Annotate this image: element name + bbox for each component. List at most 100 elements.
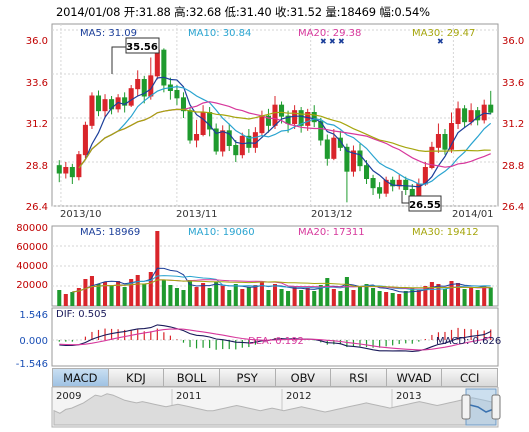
tab-cci[interactable]: CCI [442, 368, 498, 387]
low-callout-label: 26.55 [409, 200, 441, 211]
candle-body [141, 79, 147, 97]
tab-macd[interactable]: MACD [52, 368, 109, 387]
candle-body [220, 130, 226, 152]
volume-bar [351, 290, 356, 306]
candle-body [429, 146, 435, 168]
tab-wvad[interactable]: WVAD [386, 368, 443, 387]
header-date: 2014/01/08 [56, 5, 121, 19]
candle-body [403, 179, 409, 190]
volume-tick: 60000 [16, 242, 48, 253]
volume-bar [325, 278, 330, 306]
candle-body [213, 128, 219, 152]
candle-body [246, 135, 252, 148]
chart-canvas[interactable]: 36.0 33.6 31.2 28.8 26.4 36.0 33.6 31.2 … [0, 0, 529, 368]
candle-body [161, 49, 167, 86]
volume-bar [469, 287, 474, 306]
high-callout-leader [111, 46, 126, 74]
dif-legend: DIF: 0.505 [56, 309, 107, 320]
x-label: 2013/12 [311, 209, 353, 220]
candle-body [194, 134, 200, 141]
candle-body [363, 165, 370, 180]
volume-ma30-line [72, 279, 491, 293]
volume-bar [109, 285, 114, 306]
volume-bar [129, 279, 134, 306]
volume-bar [482, 286, 487, 306]
macd-legend: DIF: 0.505 DEA: 0.192 MACD: 0.626 [56, 309, 501, 347]
volume-bar [240, 289, 245, 306]
volume-bar [103, 282, 108, 306]
overview-year: 2009 [56, 391, 81, 402]
volume-bar [305, 288, 310, 306]
candle-body [135, 79, 141, 90]
ma30-legend: MA30: 29.47 [412, 28, 475, 39]
candle-body [252, 132, 258, 148]
volume-label: 量: [325, 5, 341, 19]
moving-average-lines [78, 76, 492, 188]
high-label: 高: [174, 5, 190, 19]
volume-bar [410, 288, 415, 306]
volume-bar [89, 276, 94, 306]
volume-bar [161, 280, 166, 306]
price-axis-left: 36.0 33.6 31.2 28.8 26.4 [26, 36, 48, 213]
candle-body [187, 110, 193, 141]
ma-legend: MA5: 31.09 MA10: 30.84 MA20: 29.38 MA30:… [80, 28, 475, 39]
overview-area [53, 393, 497, 426]
open-value: 31.88 [138, 5, 171, 19]
tab-kdj[interactable]: KDJ [108, 368, 165, 387]
tab-rsi[interactable]: RSI [331, 368, 387, 387]
volume-tick: 40000 [16, 261, 48, 272]
candle-body [239, 135, 245, 156]
volume-bar [207, 288, 212, 306]
vol-ma5-legend: MA5: 18969 [80, 227, 140, 238]
ma30-line [78, 108, 491, 169]
overview-right-handle[interactable] [491, 394, 501, 420]
volume-bar [397, 294, 402, 306]
overview-navigator[interactable]: 2009 2011 2012 2013 [0, 387, 529, 432]
ma5-legend: MA5: 31.09 [80, 28, 137, 39]
volume-tick: 20000 [16, 280, 48, 291]
candle-body [226, 130, 232, 146]
volume-bar [286, 291, 291, 306]
close-label: 收: [274, 5, 290, 19]
dea-line [59, 328, 491, 351]
volume-bar [299, 290, 304, 306]
macd-tick: 0.000 [19, 336, 48, 347]
candle-body [455, 108, 461, 125]
volume-bar [116, 281, 121, 306]
x-label: 2014/01 [452, 209, 494, 220]
close-value: 31.52 [289, 5, 322, 19]
volume-bar [357, 286, 363, 306]
volume-bar [475, 290, 480, 306]
volume-bar [246, 287, 251, 306]
candle-body [69, 167, 75, 178]
dif-line [59, 324, 491, 352]
candle-body [154, 49, 160, 77]
volume-bar [181, 290, 186, 306]
vol-ma20-legend: MA20: 17311 [298, 227, 365, 238]
volume-bar [488, 287, 493, 306]
candle-body [285, 115, 291, 124]
candle-body [350, 150, 356, 172]
price-x-labels: 2013/10 2013/11 2013/12 2014/01 [60, 209, 494, 220]
volume-bar [449, 281, 454, 306]
volume-bars [57, 231, 493, 306]
candle-body [324, 139, 330, 159]
volume-bar [364, 284, 369, 306]
candle-body [311, 112, 317, 123]
candle-body [102, 99, 108, 112]
candle-body [122, 97, 128, 106]
event-markers: ✖ ✖ ✖ ✖ [320, 37, 444, 46]
overview-left-handle[interactable] [461, 394, 471, 420]
event-marker-icon: ✖ [329, 37, 336, 46]
low-callout: 26.55 [401, 191, 442, 212]
tab-obv[interactable]: OBV [275, 368, 332, 387]
volume-bar [403, 291, 408, 306]
price-tick-right: 36.0 [502, 36, 524, 47]
tab-psy[interactable]: PSY [219, 368, 276, 387]
macd-tick: 1.546 [19, 310, 48, 321]
overview-selection[interactable] [465, 388, 497, 426]
volume-bar [194, 287, 199, 306]
volume-bar [338, 291, 343, 306]
candle-body [272, 104, 278, 126]
tab-boll[interactable]: BOLL [164, 368, 220, 387]
